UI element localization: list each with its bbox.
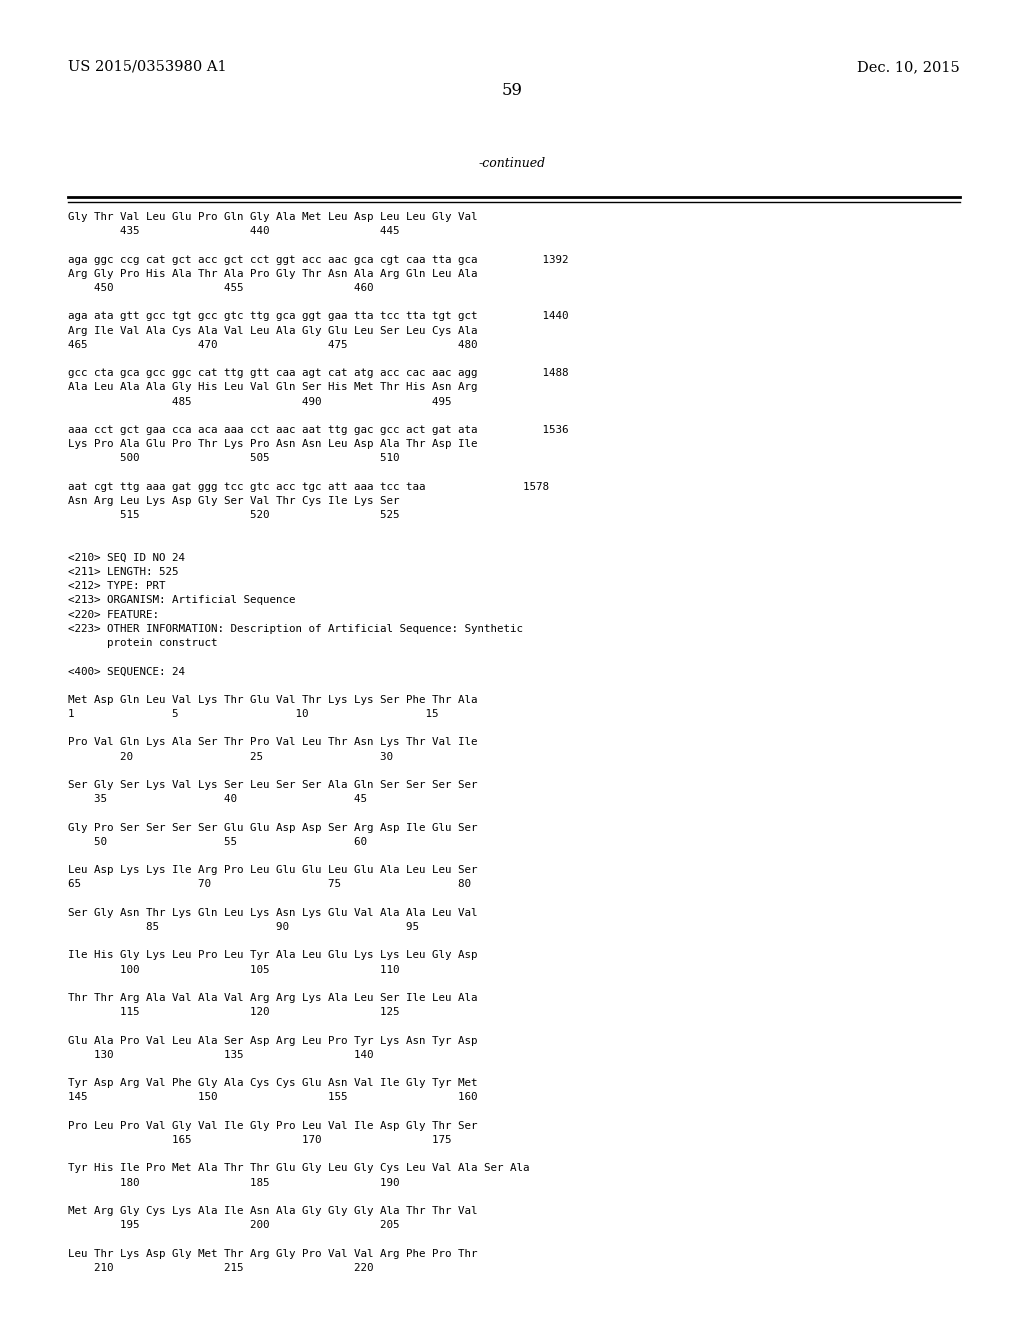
Text: 165                 170                 175: 165 170 175 <box>68 1135 452 1144</box>
Text: 65                  70                  75                  80: 65 70 75 80 <box>68 879 471 890</box>
Text: 180                 185                 190: 180 185 190 <box>68 1177 399 1188</box>
Text: 500                 505                 510: 500 505 510 <box>68 453 399 463</box>
Text: Pro Val Gln Lys Ala Ser Thr Pro Val Leu Thr Asn Lys Thr Val Ile: Pro Val Gln Lys Ala Ser Thr Pro Val Leu … <box>68 738 477 747</box>
Text: aga ggc ccg cat gct acc gct cct ggt acc aac gca cgt caa tta gca          1392: aga ggc ccg cat gct acc gct cct ggt acc … <box>68 255 568 264</box>
Text: aga ata gtt gcc tgt gcc gtc ttg gca ggt gaa tta tcc tta tgt gct          1440: aga ata gtt gcc tgt gcc gtc ttg gca ggt … <box>68 312 568 321</box>
Text: Arg Gly Pro His Ala Thr Ala Pro Gly Thr Asn Ala Arg Gln Leu Ala: Arg Gly Pro His Ala Thr Ala Pro Gly Thr … <box>68 269 477 279</box>
Text: 50                  55                  60: 50 55 60 <box>68 837 367 847</box>
Text: Ser Gly Ser Lys Val Lys Ser Leu Ser Ser Ala Gln Ser Ser Ser Ser: Ser Gly Ser Lys Val Lys Ser Leu Ser Ser … <box>68 780 477 789</box>
Text: Tyr His Ile Pro Met Ala Thr Thr Glu Gly Leu Gly Cys Leu Val Ala Ser Ala: Tyr His Ile Pro Met Ala Thr Thr Glu Gly … <box>68 1163 529 1173</box>
Text: Gly Pro Ser Ser Ser Ser Glu Glu Asp Asp Ser Arg Asp Ile Glu Ser: Gly Pro Ser Ser Ser Ser Glu Glu Asp Asp … <box>68 822 477 833</box>
Text: 450                 455                 460: 450 455 460 <box>68 282 374 293</box>
Text: 435                 440                 445: 435 440 445 <box>68 226 399 236</box>
Text: 1               5                  10                  15: 1 5 10 15 <box>68 709 438 719</box>
Text: 465                 470                 475                 480: 465 470 475 480 <box>68 339 477 350</box>
Text: <211> LENGTH: 525: <211> LENGTH: 525 <box>68 568 178 577</box>
Text: 130                 135                 140: 130 135 140 <box>68 1049 374 1060</box>
Text: 85                  90                  95: 85 90 95 <box>68 921 419 932</box>
Text: 35                  40                  45: 35 40 45 <box>68 795 367 804</box>
Text: Leu Thr Lys Asp Gly Met Thr Arg Gly Pro Val Val Arg Phe Pro Thr: Leu Thr Lys Asp Gly Met Thr Arg Gly Pro … <box>68 1249 477 1258</box>
Text: <210> SEQ ID NO 24: <210> SEQ ID NO 24 <box>68 553 185 562</box>
Text: aaa cct gct gaa cca aca aaa cct aac aat ttg gac gcc act gat ata          1536: aaa cct gct gaa cca aca aaa cct aac aat … <box>68 425 568 436</box>
Text: <220> FEATURE:: <220> FEATURE: <box>68 610 159 619</box>
Text: 145                 150                 155                 160: 145 150 155 160 <box>68 1093 477 1102</box>
Text: <213> ORGANISM: Artificial Sequence: <213> ORGANISM: Artificial Sequence <box>68 595 296 606</box>
Text: 515                 520                 525: 515 520 525 <box>68 511 399 520</box>
Text: Asn Arg Leu Lys Asp Gly Ser Val Thr Cys Ile Lys Ser: Asn Arg Leu Lys Asp Gly Ser Val Thr Cys … <box>68 496 399 506</box>
Text: Glu Ala Pro Val Leu Ala Ser Asp Arg Leu Pro Tyr Lys Asn Tyr Asp: Glu Ala Pro Val Leu Ala Ser Asp Arg Leu … <box>68 1036 477 1045</box>
Text: Pro Leu Pro Val Gly Val Ile Gly Pro Leu Val Ile Asp Gly Thr Ser: Pro Leu Pro Val Gly Val Ile Gly Pro Leu … <box>68 1121 477 1131</box>
Text: <212> TYPE: PRT: <212> TYPE: PRT <box>68 581 166 591</box>
Text: Lys Pro Ala Glu Pro Thr Lys Pro Asn Asn Leu Asp Ala Thr Asp Ile: Lys Pro Ala Glu Pro Thr Lys Pro Asn Asn … <box>68 440 477 449</box>
Text: Thr Thr Arg Ala Val Ala Val Arg Arg Lys Ala Leu Ser Ile Leu Ala: Thr Thr Arg Ala Val Ala Val Arg Arg Lys … <box>68 993 477 1003</box>
Text: gcc cta gca gcc ggc cat ttg gtt caa agt cat atg acc cac aac agg          1488: gcc cta gca gcc ggc cat ttg gtt caa agt … <box>68 368 568 379</box>
Text: 100                 105                 110: 100 105 110 <box>68 965 399 974</box>
Text: 210                 215                 220: 210 215 220 <box>68 1263 374 1272</box>
Text: 59: 59 <box>502 82 522 99</box>
Text: aat cgt ttg aaa gat ggg tcc gtc acc tgc att aaa tcc taa               1578: aat cgt ttg aaa gat ggg tcc gtc acc tgc … <box>68 482 549 492</box>
Text: Gly Thr Val Leu Glu Pro Gln Gly Ala Met Leu Asp Leu Leu Gly Val: Gly Thr Val Leu Glu Pro Gln Gly Ala Met … <box>68 213 477 222</box>
Text: US 2015/0353980 A1: US 2015/0353980 A1 <box>68 59 226 74</box>
Text: -continued: -continued <box>478 157 546 170</box>
Text: Ala Leu Ala Ala Gly His Leu Val Gln Ser His Met Thr His Asn Arg: Ala Leu Ala Ala Gly His Leu Val Gln Ser … <box>68 383 477 392</box>
Text: 485                 490                 495: 485 490 495 <box>68 396 452 407</box>
Text: Ser Gly Asn Thr Lys Gln Leu Lys Asn Lys Glu Val Ala Ala Leu Val: Ser Gly Asn Thr Lys Gln Leu Lys Asn Lys … <box>68 908 477 917</box>
Text: <223> OTHER INFORMATION: Description of Artificial Sequence: Synthetic: <223> OTHER INFORMATION: Description of … <box>68 624 523 634</box>
Text: <400> SEQUENCE: 24: <400> SEQUENCE: 24 <box>68 667 185 676</box>
Text: Dec. 10, 2015: Dec. 10, 2015 <box>857 59 961 74</box>
Text: Arg Ile Val Ala Cys Ala Val Leu Ala Gly Glu Leu Ser Leu Cys Ala: Arg Ile Val Ala Cys Ala Val Leu Ala Gly … <box>68 326 477 335</box>
Text: Leu Asp Lys Lys Ile Arg Pro Leu Glu Glu Leu Glu Ala Leu Leu Ser: Leu Asp Lys Lys Ile Arg Pro Leu Glu Glu … <box>68 865 477 875</box>
Text: Met Asp Gln Leu Val Lys Thr Glu Val Thr Lys Lys Ser Phe Thr Ala: Met Asp Gln Leu Val Lys Thr Glu Val Thr … <box>68 694 477 705</box>
Text: Ile His Gly Lys Leu Pro Leu Tyr Ala Leu Glu Lys Lys Leu Gly Asp: Ile His Gly Lys Leu Pro Leu Tyr Ala Leu … <box>68 950 477 961</box>
Text: 20                  25                  30: 20 25 30 <box>68 751 393 762</box>
Text: Met Arg Gly Cys Lys Ala Ile Asn Ala Gly Gly Gly Ala Thr Thr Val: Met Arg Gly Cys Lys Ala Ile Asn Ala Gly … <box>68 1206 477 1216</box>
Text: 115                 120                 125: 115 120 125 <box>68 1007 399 1018</box>
Text: Tyr Asp Arg Val Phe Gly Ala Cys Cys Glu Asn Val Ile Gly Tyr Met: Tyr Asp Arg Val Phe Gly Ala Cys Cys Glu … <box>68 1078 477 1088</box>
Text: 195                 200                 205: 195 200 205 <box>68 1220 399 1230</box>
Text: protein construct: protein construct <box>68 638 217 648</box>
